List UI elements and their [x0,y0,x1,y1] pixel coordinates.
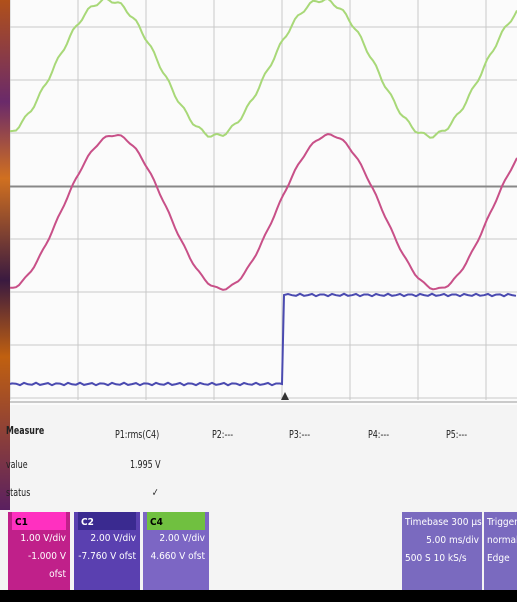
trigger-label: Trigger [487,514,514,532]
measure-name[interactable]: P2:--- [212,428,233,441]
timebase-label: Timebase 300 µs [405,514,479,532]
channel-label: C1 [12,512,66,530]
channel-scale: 2.00 V/div [78,530,136,548]
samples: 500 S [405,553,431,564]
trigger-type: Edge [487,550,514,568]
trigger-box[interactable]: Trigger normal Edge [484,512,517,590]
trigger-mode: normal [487,532,514,550]
sample-rate: 10 kS/s [434,553,467,564]
timebase-samples: 500 S 10 kS/s [405,550,479,568]
row-label: value [6,458,28,471]
timebase-title: Timebase [405,517,448,528]
channel-label: C4 [147,512,205,530]
channel-box[interactable]: C2 2.00 V/div -7.760 V ofst [74,512,140,590]
measure-status: ✓ [152,486,159,499]
channel-label: C2 [78,512,136,530]
timebase-rate: 5.00 ms/div [405,532,479,550]
measure-name[interactable]: P5:--- [446,428,467,441]
channel-box[interactable]: C4 2.00 V/div 4.660 V ofst [143,512,209,590]
measure-name[interactable]: P4:--- [368,428,389,441]
timebase-delay: 300 µs [451,517,481,528]
timebase-box[interactable]: Timebase 300 µs 5.00 ms/div 500 S 10 kS/… [402,512,482,590]
measure-header: Measure [6,424,44,437]
channel-scale: 2.00 V/div [147,530,205,548]
channel-box[interactable]: C1 1.00 V/div -1.000 V ofst [8,512,70,590]
scope-screen: Measure value status P1:rms(C4) 1.995 V … [0,0,517,602]
channel-scale: 1.00 V/div [12,530,66,548]
bottom-border [0,590,517,602]
measure-name[interactable]: P3:--- [289,428,310,441]
channel-offset: -1.000 V ofst [12,548,66,584]
channel-offset: 4.660 V ofst [147,548,205,566]
channel-offset: -7.760 V ofst [78,548,136,566]
row-label: status [6,486,30,499]
measure-name[interactable]: P1:rms(C4) [115,428,159,441]
measure-value: 1.995 V [130,458,161,471]
waveform-display [0,0,517,405]
